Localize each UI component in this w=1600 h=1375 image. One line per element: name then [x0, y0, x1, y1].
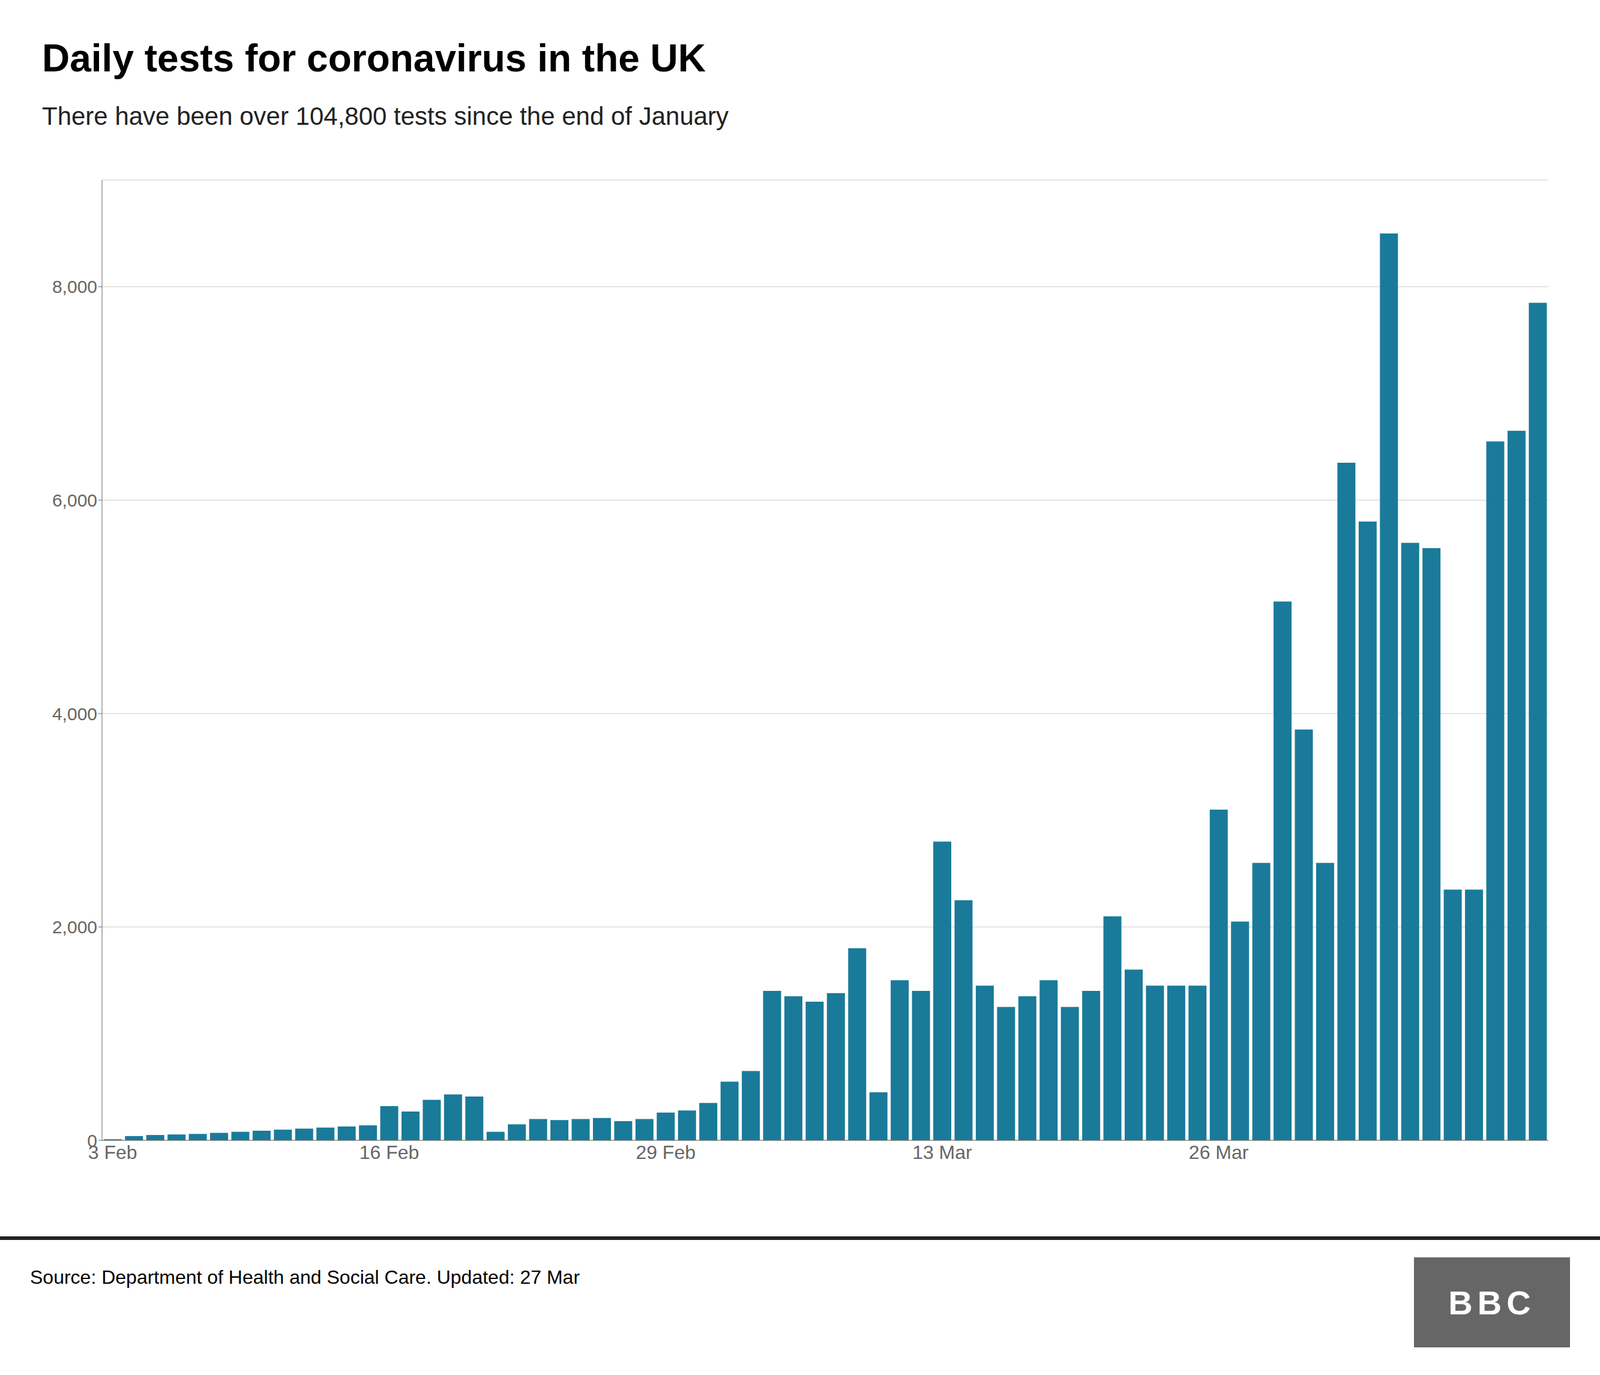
html-text:BBC: BBC	[1448, 1283, 1536, 1322]
svg-text:13 Mar: 13 Mar	[912, 1141, 973, 1164]
svg-text:0: 0	[87, 1130, 98, 1151]
svg-text:29 Feb: 29 Feb	[635, 1141, 696, 1164]
svg-text:4,000: 4,000	[52, 703, 98, 724]
svg-text:26 Mar: 26 Mar	[1188, 1141, 1249, 1164]
html-text:Daily tests for coronavirus in: Daily tests for coronavirus in the UK	[42, 36, 706, 80]
svg-text:3 Feb: 3 Feb	[88, 1141, 138, 1163]
svg-text:2,000: 2,000	[52, 917, 98, 937]
html-text:Source: Department of Health a: Source: Department of Health and Social …	[30, 1266, 580, 1288]
svg-text:8,000: 8,000	[52, 276, 98, 297]
html-text:There have been over 104,800 t: There have been over 104,800 tests since…	[42, 102, 729, 131]
svg-text:16 Feb: 16 Feb	[359, 1141, 420, 1164]
svg-text:6,000: 6,000	[52, 490, 98, 511]
